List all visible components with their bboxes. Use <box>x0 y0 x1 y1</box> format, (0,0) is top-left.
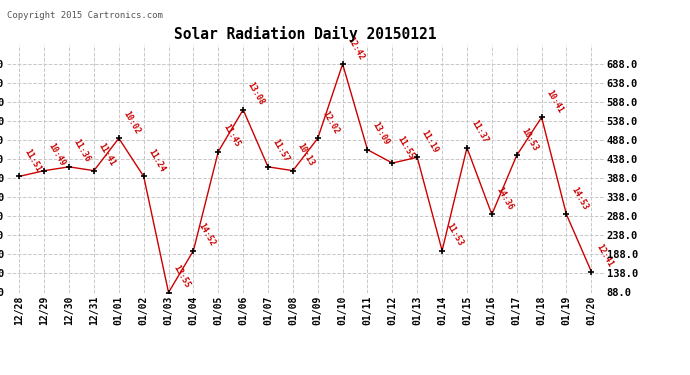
Text: 10:13: 10:13 <box>296 142 316 168</box>
Point <box>237 107 248 113</box>
Text: 10:02: 10:02 <box>121 110 142 135</box>
Text: 12:02: 12:02 <box>321 110 341 135</box>
Point <box>511 152 522 158</box>
Point <box>287 168 298 174</box>
Point <box>163 290 174 296</box>
Point <box>362 147 373 153</box>
Point <box>213 148 224 154</box>
Text: 11:45: 11:45 <box>221 123 242 149</box>
Point <box>138 173 149 179</box>
Text: 14:52: 14:52 <box>196 222 217 248</box>
Point <box>88 168 99 174</box>
Text: 11:55: 11:55 <box>395 134 415 160</box>
Text: 10:49: 10:49 <box>47 142 68 168</box>
Title: Solar Radiation Daily 20150121: Solar Radiation Daily 20150121 <box>174 27 437 42</box>
Point <box>188 248 199 254</box>
Point <box>387 160 398 166</box>
Text: 11:24: 11:24 <box>146 147 167 174</box>
Text: 11:53: 11:53 <box>445 222 465 248</box>
Point <box>337 61 348 67</box>
Text: 13:55: 13:55 <box>171 264 192 290</box>
Text: 11:51: 11:51 <box>22 147 42 174</box>
Text: Copyright 2015 Cartronics.com: Copyright 2015 Cartronics.com <box>7 11 163 20</box>
Point <box>561 211 572 217</box>
Text: 11:41: 11:41 <box>97 142 117 168</box>
Text: 11:57: 11:57 <box>270 138 291 164</box>
Point <box>262 164 273 170</box>
Text: 14:36: 14:36 <box>495 186 515 211</box>
Point <box>113 135 124 141</box>
Text: 12:42: 12:42 <box>346 35 366 61</box>
Text: 11:36: 11:36 <box>72 138 92 164</box>
Point <box>63 164 75 170</box>
Point <box>437 248 448 254</box>
Text: 12:41: 12:41 <box>594 243 614 269</box>
Text: 10:53: 10:53 <box>520 126 540 153</box>
Text: 13:08: 13:08 <box>246 81 266 107</box>
Point <box>536 114 547 120</box>
Point <box>586 268 597 274</box>
Point <box>462 145 473 151</box>
Text: 11:37: 11:37 <box>470 119 490 145</box>
Point <box>39 168 50 174</box>
Point <box>14 173 25 179</box>
Point <box>313 135 324 141</box>
Text: 10:41: 10:41 <box>544 88 564 115</box>
Point <box>412 154 423 160</box>
Point <box>486 211 497 217</box>
Text: 13:09: 13:09 <box>371 121 391 147</box>
Text: 14:53: 14:53 <box>569 186 589 211</box>
Text: 11:19: 11:19 <box>420 128 440 154</box>
